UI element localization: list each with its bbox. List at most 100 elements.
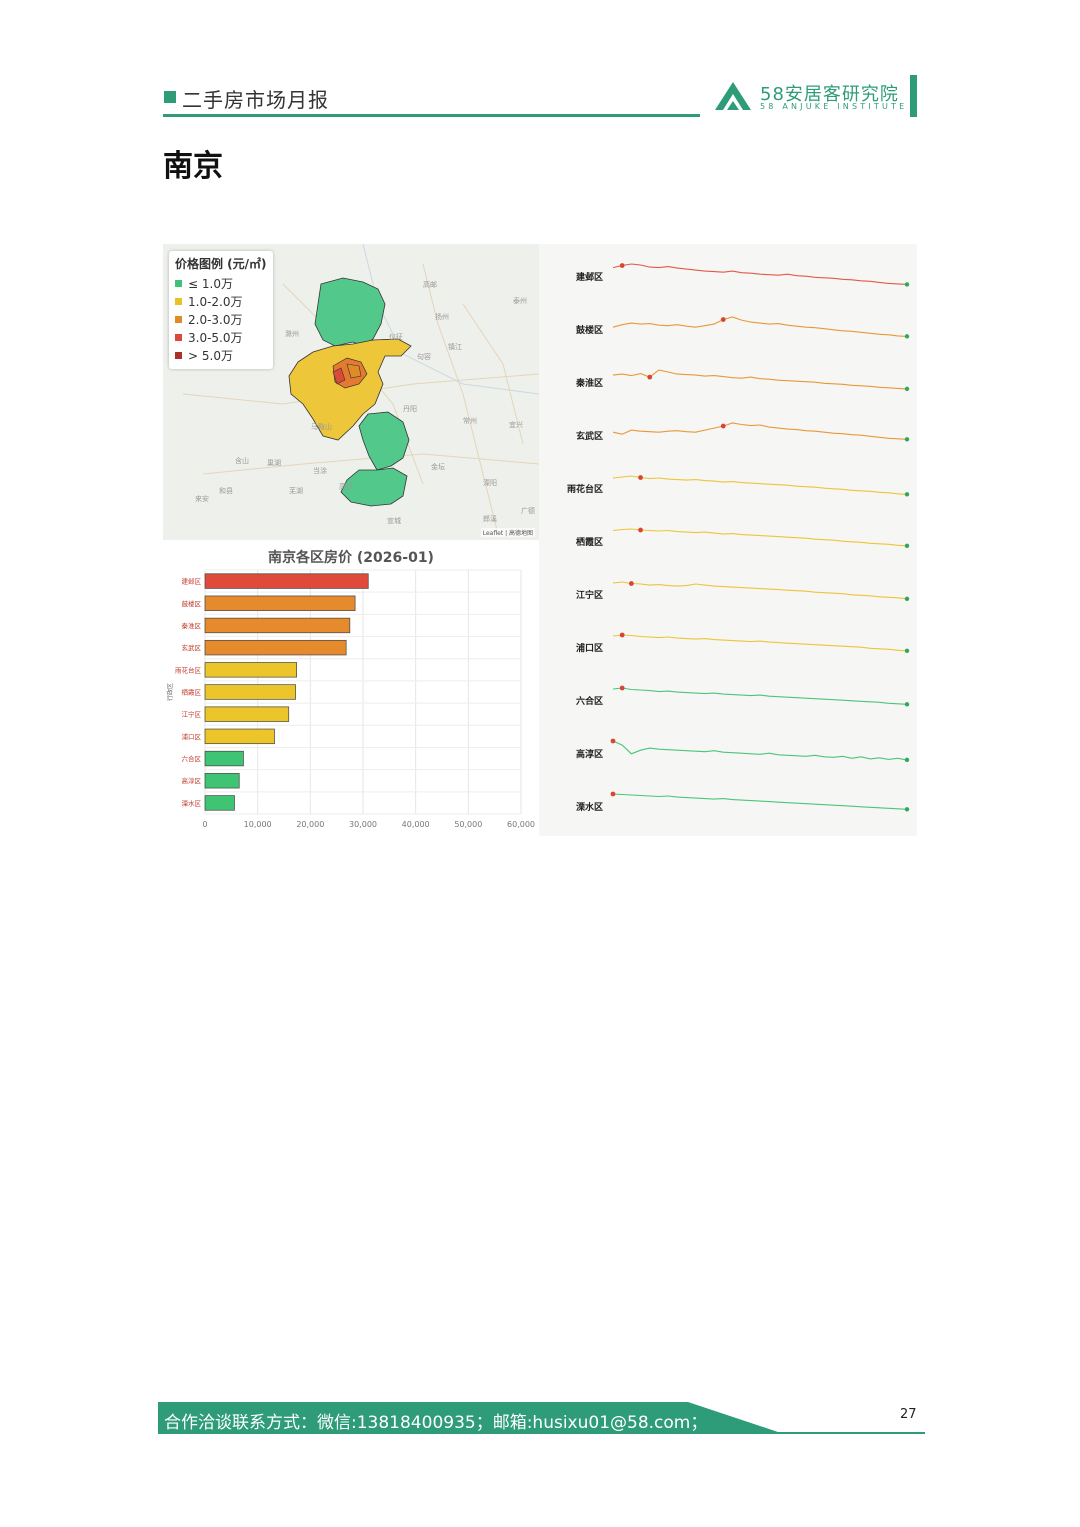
sparkline-end-dot — [904, 702, 910, 707]
sparkline-peak-dot — [628, 581, 634, 586]
district-lishui — [358, 411, 410, 471]
bar[interactable] — [204, 595, 356, 611]
sparkline-label: 高淳区 — [576, 748, 603, 760]
figure-panel: 扬州滁州镇江泰州马鞍山芜湖句容常州溧阳宣城天长来安仪征丹阳金坛高邮宜兴巢湖含山和… — [163, 244, 917, 836]
map-place-label: 丹阳 — [403, 405, 417, 413]
x-tick-label: 30,000 — [349, 820, 377, 829]
legend-label: 2.0-3.0万 — [188, 313, 243, 327]
y-tick-label: 高淳区 — [182, 776, 202, 785]
sparkline — [612, 263, 908, 285]
sparkline — [612, 687, 908, 705]
sparkline-end-dot — [904, 757, 910, 763]
y-axis-label: 行政区 — [166, 683, 174, 701]
bar-chart-title: 南京各区房价 (2026-01) — [268, 550, 434, 566]
sparkline-peak-dot — [619, 263, 625, 268]
map-place-label: 郎溪 — [483, 515, 497, 523]
map-place-label: 扬州 — [435, 313, 449, 321]
map-place-label: 宣城 — [387, 517, 401, 525]
bar[interactable] — [204, 684, 296, 700]
bar[interactable] — [204, 706, 290, 722]
map-place-label: 句容 — [417, 353, 431, 361]
map-place-label: 巢湖 — [267, 459, 281, 467]
y-tick-label: 江宁区 — [182, 710, 202, 719]
bar[interactable] — [204, 662, 297, 678]
header-accent-bar — [910, 75, 917, 117]
sparkline — [612, 316, 908, 337]
sparkline-peak-dot — [610, 791, 616, 797]
legend-swatch — [175, 334, 182, 341]
map-place-label: 滁州 — [285, 330, 299, 338]
bar[interactable] — [204, 728, 275, 745]
sparkline — [612, 793, 908, 810]
page-number: 27 — [900, 1407, 917, 1422]
map-place-label: 金坛 — [431, 463, 445, 471]
y-tick-label: 溧水区 — [182, 798, 202, 807]
map-place-label: 泰州 — [513, 297, 527, 305]
legend-label: 3.0-5.0万 — [188, 331, 243, 345]
map-place-label: 常州 — [463, 417, 477, 425]
map-canvas — [182, 244, 539, 535]
map-legend: 价格图例 (元/㎡) ≤ 1.0万 1.0-2.0万 2.0-3.0万 3.0-… — [169, 251, 273, 369]
sparkline — [612, 475, 908, 495]
bar[interactable] — [204, 750, 244, 767]
map-place-label: 高邮 — [423, 281, 437, 289]
sparkline-peak-dot — [638, 527, 643, 533]
district-jianye — [332, 367, 346, 385]
sparkline-label: 秦淮区 — [575, 377, 603, 389]
y-tick-label: 鼓楼区 — [182, 599, 202, 608]
sparkline — [612, 740, 908, 761]
footer-contact: 合作洽谈联系方式：微信:13818400935；邮箱:husixu01@58.c… — [164, 1413, 708, 1433]
y-tick-label: 浦口区 — [182, 732, 202, 741]
district-gaochun — [340, 467, 408, 507]
sparkline-peak-dot — [619, 632, 625, 638]
map-place-label: 宜兴 — [509, 421, 523, 429]
district-map[interactable]: 扬州滁州镇江泰州马鞍山芜湖句容常州溧阳宣城天长来安仪征丹阳金坛高邮宜兴巢湖含山和… — [163, 244, 539, 540]
bar[interactable] — [204, 617, 351, 634]
sparkline-label: 栖霞区 — [576, 536, 603, 548]
y-tick-label: 栖霞区 — [182, 688, 202, 697]
legend-label: ≤ 1.0万 — [188, 277, 233, 291]
logo-text-cn: 58安居客研究院 — [760, 84, 899, 105]
anjuke-logo-icon — [715, 82, 751, 110]
header-divider — [163, 114, 700, 117]
sparkline-peak-dot — [638, 475, 643, 480]
sparkline-label: 浦口区 — [576, 642, 603, 654]
sparkline-peak-dot — [619, 685, 625, 691]
sparkline-peak-dot — [647, 374, 653, 380]
y-tick-label: 玄武区 — [182, 643, 202, 652]
sparkline-label: 玄武区 — [576, 430, 603, 442]
map-place-label: 和县 — [219, 487, 233, 495]
y-tick-label: 六合区 — [182, 754, 202, 763]
x-tick-label: 60,000 — [507, 820, 535, 829]
sparkline-label: 雨花台区 — [567, 483, 603, 495]
sparkline — [612, 369, 908, 390]
bar[interactable] — [204, 795, 235, 811]
legend-title: 价格图例 (元/㎡) — [175, 257, 267, 271]
legend-item: 2.0-3.0万 — [175, 311, 243, 328]
map-attribution[interactable]: Leaflet | 高德地图 — [480, 528, 535, 537]
bar-chart: 南京各区房价 (2026-01) 0 10,000 20,000 30,000 40,0… — [163, 540, 539, 836]
sparkline-label: 建邺区 — [576, 271, 603, 283]
bar[interactable] — [204, 573, 369, 589]
sparkline-end-dot — [904, 648, 910, 654]
map-place-label: 溧阳 — [483, 479, 497, 487]
map-place-label: 含山 — [235, 457, 249, 465]
map-place-label: 高淳 — [339, 483, 353, 491]
legend-label: 1.0-2.0万 — [188, 295, 243, 309]
sparkline-end-dot — [904, 386, 910, 392]
bar[interactable] — [204, 773, 240, 789]
legend-swatch — [175, 316, 182, 323]
sparkline-peak-dot — [720, 423, 726, 429]
sparkline — [612, 581, 908, 600]
legend-item: ≤ 1.0万 — [175, 275, 233, 292]
y-tick-label: 建邺区 — [182, 577, 202, 586]
header-square-icon — [164, 91, 176, 103]
bar[interactable] — [204, 639, 347, 656]
map-place-label: 马鞍山 — [311, 423, 332, 431]
map-place-label: 芜湖 — [289, 487, 303, 495]
x-tick-label: 50,000 — [454, 820, 482, 829]
report-title: 二手房市场月报 — [182, 88, 329, 112]
map-place-label: 仪征 — [389, 333, 403, 341]
sparkline-end-dot — [904, 437, 910, 442]
x-tick-label: 40,000 — [402, 820, 430, 829]
